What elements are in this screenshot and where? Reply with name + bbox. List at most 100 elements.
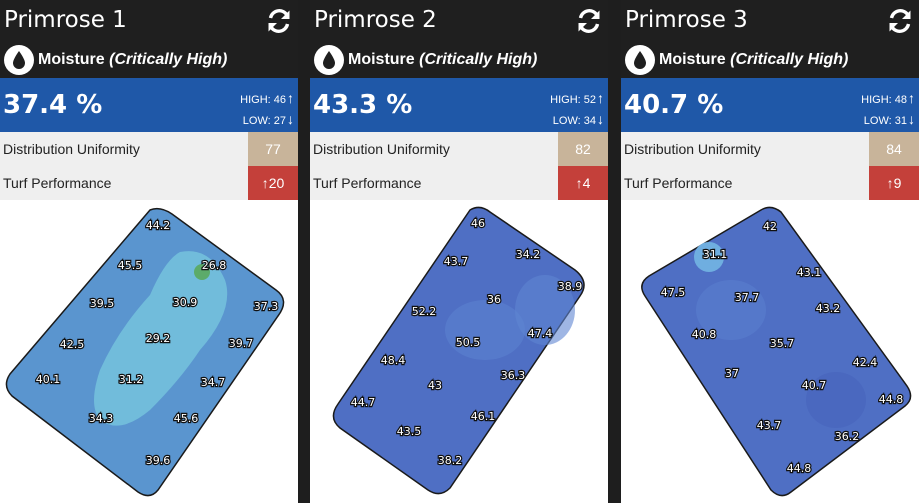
map-point: 45.6 [174,412,199,425]
arrow-up-icon: ↑ [261,175,269,191]
map-point: 46 [471,217,485,230]
card-header: Primrose 1 [0,0,298,42]
map-point: 50.5 [456,336,481,349]
card-title: Primrose 3 [625,7,748,33]
moisture-label: Moisture (Critically High) [659,51,849,68]
uniformity-row: Distribution Uniformity 84 [621,132,919,166]
turf-label: Turf Performance [3,175,112,191]
card-header: Primrose 2 [310,0,608,42]
map-point: 45.5 [118,259,143,272]
hotspot [194,264,210,280]
uniformity-badge: 84 [869,132,919,166]
arrow-down-icon: ↓ [908,111,915,127]
map-point: 36 [487,293,501,306]
low-reading: LOW: 27↓ [242,111,294,127]
moisture-map[interactable]: 44.2 45.5 26.8 39.5 30.9 37.3 42.5 29.2 … [0,200,298,503]
map-point: 29.2 [146,332,171,345]
zone [696,280,766,340]
moisture-value-panel: 43.3 % HIGH: 52↑ LOW: 34↓ [310,78,608,132]
map-point: 44.8 [879,393,904,406]
wet-zone [94,251,228,426]
uniformity-row: Distribution Uniformity 77 [0,132,298,166]
turf-label: Turf Performance [313,175,422,191]
map-point: 39.7 [229,337,254,350]
uniformity-row: Distribution Uniformity 82 [310,132,608,166]
high-reading: HIGH: 46↑ [240,90,294,106]
moisture-label: Moisture (Critically High) [38,51,228,68]
water-drop-icon [4,45,34,75]
turf-row: Turf Performance ↑ 9 [621,166,919,200]
arrow-up-icon: ↑ [886,175,894,191]
moisture-status: (Critically High) [109,51,228,68]
map-point: 31.1 [703,248,728,261]
map-labels: 44.2 45.5 26.8 39.5 30.9 37.3 42.5 29.2 … [35,218,280,468]
field-boundary [641,206,912,497]
moisture-value-panel: 40.7 % HIGH: 48↑ LOW: 31↓ [621,78,919,132]
map-point: 34.2 [516,248,541,261]
uniformity-badge: 77 [248,132,298,166]
map-labels: 42 31.1 43.1 47.5 37.7 43.2 40.8 35.7 42… [660,219,905,476]
map-point: 37.3 [254,300,279,313]
map-point: 43.1 [797,266,822,279]
zone [806,372,866,428]
map-point: 40.7 [802,379,827,392]
uniformity-label: Distribution Uniformity [624,141,761,157]
map-point: 47.4 [528,327,553,340]
arrow-up-icon: ↑ [575,175,583,191]
map-point: 52.2 [412,305,437,318]
sensor-card-primrose-2: Primrose 2 Moisture (Critically High) 43… [310,0,608,503]
refresh-icon[interactable] [887,8,913,34]
turf-badge: ↑ 9 [869,166,919,200]
moisture-value: 37.4 % [3,90,103,120]
map-point: 26.8 [202,259,227,272]
high-reading: HIGH: 52↑ [550,90,604,106]
map-point: 38.2 [438,454,463,467]
low-reading: LOW: 31↓ [863,111,915,127]
map-labels: 46 34.2 43.7 38.9 36 52.2 47.4 50.5 48.4… [350,216,584,468]
map-point: 37 [725,367,739,380]
arrow-up-icon: ↑ [597,90,604,106]
refresh-icon[interactable] [266,8,292,34]
moisture-status-bar: Moisture (Critically High) [621,42,919,78]
moisture-status: (Critically High) [730,51,849,68]
map-point: 43.5 [397,425,422,438]
moisture-map[interactable]: 46 34.2 43.7 38.9 36 52.2 47.4 50.5 48.4… [310,200,608,503]
map-point: 44.8 [787,462,812,475]
turf-badge: ↑ 20 [248,166,298,200]
map-point: 42.5 [60,338,85,351]
moisture-status: (Critically High) [419,51,538,68]
map-point: 46.1 [471,410,496,423]
uniformity-label: Distribution Uniformity [313,141,450,157]
moisture-map[interactable]: 42 31.1 43.1 47.5 37.7 43.2 40.8 35.7 42… [621,200,919,503]
turf-row: Turf Performance ↑ 4 [310,166,608,200]
uniformity-badge: 82 [558,132,608,166]
high-reading: HIGH: 48↑ [861,90,915,106]
map-point: 37.7 [735,291,760,304]
map-point: 34.3 [89,412,114,425]
map-point: 43.7 [757,419,782,432]
refresh-icon[interactable] [576,8,602,34]
zone [515,275,575,345]
map-point: 39.5 [90,297,115,310]
map-point: 42 [763,220,777,233]
map-point: 35.7 [770,337,795,350]
map-point: 43 [428,379,442,392]
sensor-card-primrose-1: Primrose 1 Moisture (Critically High) 37… [0,0,298,503]
map-point: 44.7 [351,396,376,409]
arrow-down-icon: ↓ [597,111,604,127]
map-point: 36.3 [501,369,526,382]
turf-row: Turf Performance ↑ 20 [0,166,298,200]
card-title: Primrose 2 [314,7,437,33]
map-point: 38.9 [558,280,583,293]
map-point: 40.1 [36,373,61,386]
map-point: 31.2 [119,373,144,386]
map-point: 43.2 [816,302,841,315]
moisture-label: Moisture (Critically High) [348,51,538,68]
moisture-value-panel: 37.4 % HIGH: 46↑ LOW: 27↓ [0,78,298,132]
moisture-status-bar: Moisture (Critically High) [310,42,608,78]
card-title: Primrose 1 [4,7,127,33]
low-reading: LOW: 34↓ [552,111,604,127]
uniformity-label: Distribution Uniformity [3,141,140,157]
turf-label: Turf Performance [624,175,733,191]
turf-badge: ↑ 4 [558,166,608,200]
